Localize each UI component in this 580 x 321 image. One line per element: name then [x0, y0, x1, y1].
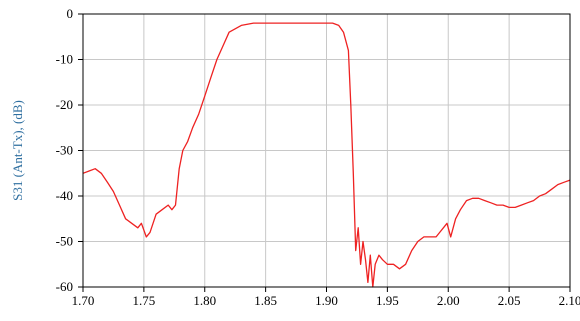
y-tick-label: -20 — [56, 97, 73, 112]
x-tick-label: 1.95 — [376, 293, 399, 308]
y-tick-label: -60 — [56, 279, 73, 294]
y-axis-title: S31 (Ant-Tx), (dB) — [10, 100, 25, 201]
x-tick-label: 2.00 — [437, 293, 460, 308]
x-tick-label: 2.10 — [559, 293, 580, 308]
series-line-0 — [82, 22, 571, 288]
x-tick-label: 1.75 — [133, 293, 156, 308]
x-tick-label: 1.80 — [193, 293, 216, 308]
y-tick-label: -30 — [56, 143, 73, 158]
y-tick-label: 0 — [67, 6, 74, 21]
series-layer — [82, 22, 571, 288]
y-tick-label: -10 — [56, 52, 73, 67]
tick-labels: 1.70 1.75 1.80 1.85 1.90 1.95 2.00 2.05 2.10 0 -10… — [56, 6, 580, 308]
y-tick-label: -50 — [56, 234, 73, 249]
x-tick-label: 2.05 — [498, 293, 521, 308]
y-tick-label: -40 — [56, 188, 73, 203]
x-tick-label: 1.85 — [254, 293, 277, 308]
x-tick-label: 1.70 — [72, 293, 95, 308]
x-tick-label: 1.90 — [315, 293, 338, 308]
ticks — [78, 13, 571, 292]
